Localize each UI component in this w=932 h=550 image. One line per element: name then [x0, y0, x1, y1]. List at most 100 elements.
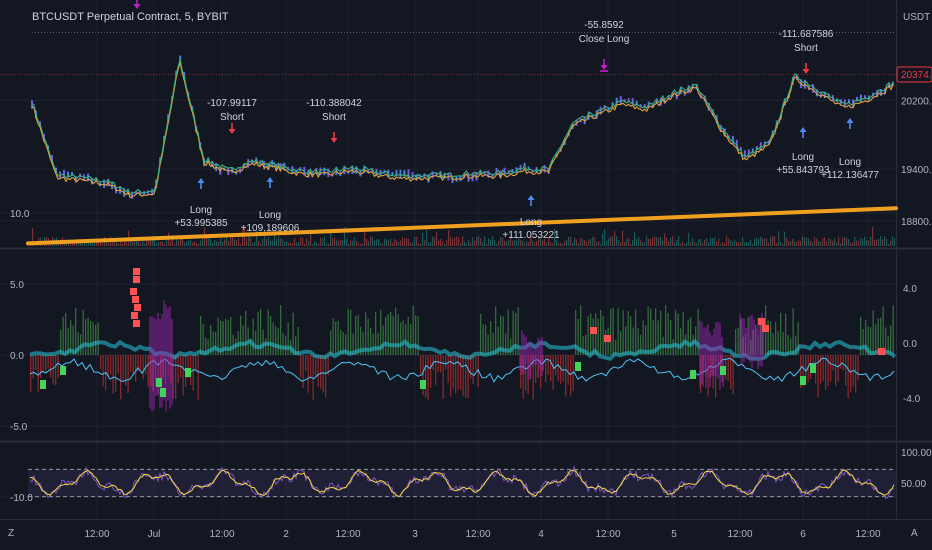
volume-bar — [116, 239, 118, 246]
indicator-histogram-bar — [430, 355, 432, 389]
volume-bar — [634, 231, 636, 246]
indicator-histogram-bar — [752, 329, 754, 355]
volume-bar — [434, 237, 436, 246]
price-candle — [179, 55, 182, 62]
volume-bar — [160, 241, 162, 246]
price-candle — [739, 146, 742, 151]
indicator-histogram-bar — [270, 315, 272, 355]
volume-bar — [216, 241, 218, 246]
price-candle — [892, 81, 894, 86]
volume-bar — [844, 236, 846, 246]
volume-bar — [572, 242, 574, 246]
indicator-red-marker — [134, 304, 141, 311]
indicator-histogram-bar — [797, 322, 799, 355]
volume-bar — [258, 240, 260, 246]
indicator-histogram-bar — [570, 355, 572, 396]
indicator-histogram-bar — [182, 355, 184, 396]
volume-bar — [342, 239, 344, 246]
price-candle — [135, 191, 138, 195]
price-candle — [651, 103, 654, 108]
volume-bar — [560, 242, 562, 246]
volume-bar — [454, 237, 456, 246]
volume-bar — [96, 240, 98, 246]
volume-bar — [778, 231, 780, 246]
indicator-histogram-bar — [807, 355, 809, 383]
price-pane[interactable] — [26, 55, 898, 246]
indicator-histogram-bar — [870, 327, 872, 355]
volume-bar — [700, 238, 702, 246]
volume-bar — [852, 242, 854, 246]
auto-scale-button[interactable]: A — [911, 528, 918, 539]
volume-bar — [768, 242, 770, 246]
indicator-green-marker — [156, 378, 162, 387]
volume-bar — [488, 238, 490, 246]
volume-bar — [578, 243, 580, 246]
indicator-histogram-bar — [307, 355, 309, 393]
indicator-histogram-bar — [837, 355, 839, 382]
volume-bar — [142, 240, 144, 246]
volume-bar — [428, 242, 430, 246]
volume-bar — [178, 240, 180, 246]
indicator-histogram-bar — [365, 312, 367, 355]
indicator-histogram-bar — [737, 327, 739, 355]
volume-bar — [490, 239, 492, 246]
indicator-histogram-bar — [510, 338, 512, 355]
volume-bar — [802, 236, 804, 246]
indicator-pane[interactable] — [29, 268, 897, 412]
volume-bar — [482, 241, 484, 246]
indicator-histogram-bar — [520, 355, 522, 389]
volume-bar — [720, 243, 722, 246]
volume-bar — [530, 236, 532, 246]
volume-bar — [484, 236, 486, 246]
signal-type-label: Long — [259, 210, 281, 221]
volume-bar — [394, 239, 396, 246]
price-candle — [543, 164, 546, 173]
volume-bar — [714, 237, 716, 246]
indicator-histogram-bar — [212, 331, 214, 355]
volume-bar — [450, 236, 452, 246]
volume-bar — [652, 237, 654, 246]
indicator-histogram-bar — [790, 338, 792, 355]
auto-scale-icon[interactable]: A — [911, 528, 918, 539]
indicator-histogram-bar — [322, 355, 324, 393]
timezone-button[interactable]: Z — [8, 528, 14, 539]
volume-bar — [732, 241, 734, 246]
indicator-left-label: 0.0 — [10, 351, 24, 362]
volume-bar — [850, 243, 852, 246]
volume-bar — [70, 242, 72, 246]
indicator-histogram-bar — [517, 307, 519, 355]
signal-value-label: +55.843793 — [776, 165, 830, 176]
oscillator-pane[interactable] — [28, 464, 896, 500]
time-axis-label: 12:00 — [209, 529, 234, 540]
price-candle — [319, 167, 322, 176]
indicator-histogram-bar — [145, 355, 147, 375]
volume-bar — [334, 237, 336, 246]
indicator-histogram-bar — [337, 320, 339, 355]
volume-bar — [678, 236, 680, 246]
indicator-histogram-bar — [60, 329, 62, 355]
volume-bar — [794, 241, 796, 246]
signal-type-label: Short — [794, 43, 818, 54]
indicator-green-marker — [720, 366, 726, 375]
volume-bar — [680, 243, 682, 246]
volume-bar — [790, 241, 792, 246]
timezone-icon[interactable]: Z — [8, 528, 14, 539]
volume-bar — [392, 242, 394, 246]
volume-bar — [880, 236, 882, 246]
price-candle — [595, 110, 598, 119]
volume-bar — [106, 241, 108, 246]
indicator-histogram-bar — [640, 334, 642, 355]
price-candle — [599, 106, 602, 115]
indicator-histogram-bar — [295, 336, 297, 355]
volume-bar — [458, 237, 460, 246]
volume-bar — [156, 243, 158, 246]
indicator-histogram-bar — [82, 309, 84, 355]
price-candle — [667, 95, 670, 101]
volume-bar — [746, 241, 748, 246]
indicator-red-marker — [132, 296, 139, 303]
volume-bar — [520, 240, 522, 246]
volume-bar — [868, 240, 870, 246]
volume-bar — [324, 236, 326, 246]
currency-label: USDT — [903, 12, 930, 23]
